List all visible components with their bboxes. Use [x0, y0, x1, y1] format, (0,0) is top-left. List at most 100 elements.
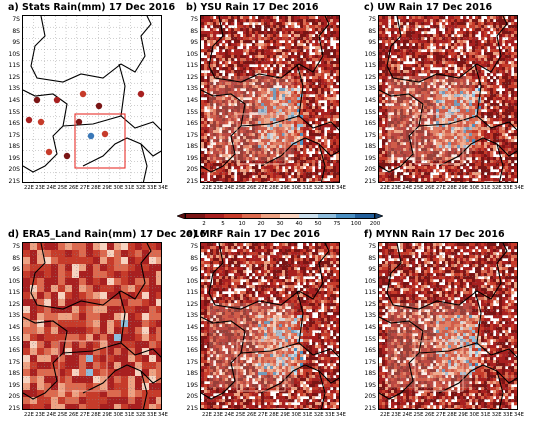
- lat-tick-label: 10S: [186, 277, 198, 285]
- lon-tick-label: 32E: [313, 412, 324, 418]
- lat-tick-label: 20S: [186, 166, 198, 174]
- lat-tick-label: 11S: [186, 62, 198, 70]
- lat-tick-label: 18S: [364, 143, 376, 151]
- panel-title-b: b) YSU Rain 17 Dec 2016: [186, 2, 319, 13]
- lon-tick-label: 32E: [135, 185, 146, 191]
- map-panel-c: [378, 15, 518, 183]
- lon-tick-label: 28E: [447, 185, 457, 191]
- colorbar-tick-label: 20: [257, 221, 265, 227]
- lat-tick-label: 20S: [8, 393, 20, 401]
- lon-tick-label: 29E: [280, 412, 291, 418]
- lon-tick-label: 34E: [158, 185, 168, 191]
- lat-tick-label: 14S: [364, 324, 376, 331]
- colorbar-tick-label: 10: [238, 221, 246, 227]
- lat-tick-label: 10S: [364, 50, 376, 58]
- lat-tick-label: 12S: [364, 300, 376, 308]
- lat-tick-label: 19S: [186, 154, 198, 162]
- lat-tick-label: 10S: [8, 50, 20, 58]
- lon-tick-label: 33E: [324, 185, 335, 191]
- lat-tick-label: 21S: [186, 178, 198, 185]
- lat-tick-label: 12S: [8, 300, 20, 308]
- lon-tick-label: 27E: [257, 185, 268, 191]
- map-panel-a: [22, 15, 162, 183]
- lat-tick-label: 7S: [368, 243, 376, 250]
- lon-tick-label: 26E: [68, 412, 79, 418]
- lon-tick-label: 23E: [35, 185, 46, 191]
- colorbar-tick-label: 50: [314, 221, 322, 227]
- lon-tick-label: 25E: [57, 412, 68, 418]
- lon-tick-label: 31E: [302, 412, 313, 418]
- lat-tick-label: 21S: [186, 405, 198, 412]
- lat-tick-label: 18S: [186, 370, 198, 378]
- lon-tick-label: 24E: [46, 412, 57, 418]
- lat-tick-label: 20S: [364, 166, 376, 174]
- lon-tick-label: 30E: [113, 412, 124, 418]
- lat-tick-label: 18S: [8, 370, 20, 378]
- lat-tick-label: 20S: [364, 393, 376, 401]
- lat-tick-label: 8S: [368, 254, 376, 262]
- lon-tick-label: 22E: [380, 185, 390, 191]
- lon-tick-label: 23E: [213, 412, 224, 418]
- lat-tick-label: 14S: [8, 324, 20, 331]
- lon-tick-label: 22E: [380, 412, 390, 418]
- lat-tick-label: 9S: [190, 266, 198, 274]
- rainfall-map-d: [23, 243, 161, 409]
- lon-tick-label: 24E: [46, 185, 57, 191]
- lat-tick-label: 9S: [190, 39, 198, 47]
- lon-tick-label: 31E: [124, 185, 135, 191]
- lon-tick-label: 25E: [413, 185, 424, 191]
- lon-tick-label: 26E: [424, 185, 435, 191]
- lat-tick-label: 21S: [8, 178, 20, 185]
- lat-tick-label: 7S: [190, 16, 198, 23]
- lat-tick-label: 17S: [364, 358, 376, 366]
- colorbar-segment: [242, 214, 262, 218]
- colorbar-segment: [336, 214, 356, 218]
- lat-tick-label: 16S: [8, 120, 20, 128]
- lon-tick-label: 23E: [391, 185, 402, 191]
- lat-tick-label: 17S: [364, 131, 376, 139]
- lon-tick-label: 29E: [458, 412, 469, 418]
- lon-tick-label: 31E: [480, 412, 491, 418]
- lat-tick-label: 21S: [364, 405, 376, 412]
- lat-tick-label: 16S: [364, 120, 376, 128]
- lon-tick-label: 26E: [246, 185, 257, 191]
- panel-title-f: f) MYNN Rain 17 Dec 2016: [364, 229, 505, 240]
- lat-tick-label: 19S: [8, 154, 20, 162]
- lat-tick-label: 21S: [364, 178, 376, 185]
- lon-tick-label: 28E: [91, 412, 101, 418]
- lon-tick-label: 27E: [435, 185, 446, 191]
- lon-tick-label: 22E: [202, 185, 212, 191]
- colorbar-segment: [223, 214, 243, 218]
- lon-tick-label: 23E: [213, 185, 224, 191]
- lon-tick-label: 34E: [158, 412, 168, 418]
- colorbar-tick-label: 200: [369, 221, 381, 227]
- lat-tick-label: 17S: [8, 358, 20, 366]
- lon-tick-label: 23E: [391, 412, 402, 418]
- lat-tick-label: 7S: [368, 16, 376, 23]
- lon-tick-label: 32E: [135, 412, 146, 418]
- lon-tick-label: 22E: [24, 185, 34, 191]
- lat-tick-label: 8S: [190, 254, 198, 262]
- lon-tick-label: 28E: [269, 185, 279, 191]
- colorbar-segment: [298, 214, 318, 218]
- rainfall-map-f: [379, 243, 517, 409]
- colorbar-segment: [186, 214, 205, 218]
- rainfall-map-c: [379, 16, 517, 182]
- lat-tick-label: 7S: [190, 243, 198, 250]
- lat-tick-label: 13S: [364, 312, 376, 320]
- lon-tick-label: 27E: [435, 412, 446, 418]
- lat-tick-label: 10S: [364, 277, 376, 285]
- colorbar-segment: [279, 214, 299, 218]
- colorbar-high-extend: [375, 213, 383, 219]
- lat-tick-label: 13S: [364, 85, 376, 93]
- lon-tick-label: 31E: [302, 185, 313, 191]
- colorbar-tick-label: 75: [333, 221, 341, 227]
- lon-tick-label: 30E: [113, 185, 124, 191]
- lat-tick-label: 17S: [8, 131, 20, 139]
- lat-tick-label: 15S: [8, 108, 20, 116]
- lat-tick-label: 8S: [12, 27, 20, 35]
- lon-tick-label: 22E: [202, 412, 212, 418]
- lat-tick-label: 15S: [8, 335, 20, 343]
- map-panel-b: [200, 15, 340, 183]
- lat-tick-label: 15S: [364, 108, 376, 116]
